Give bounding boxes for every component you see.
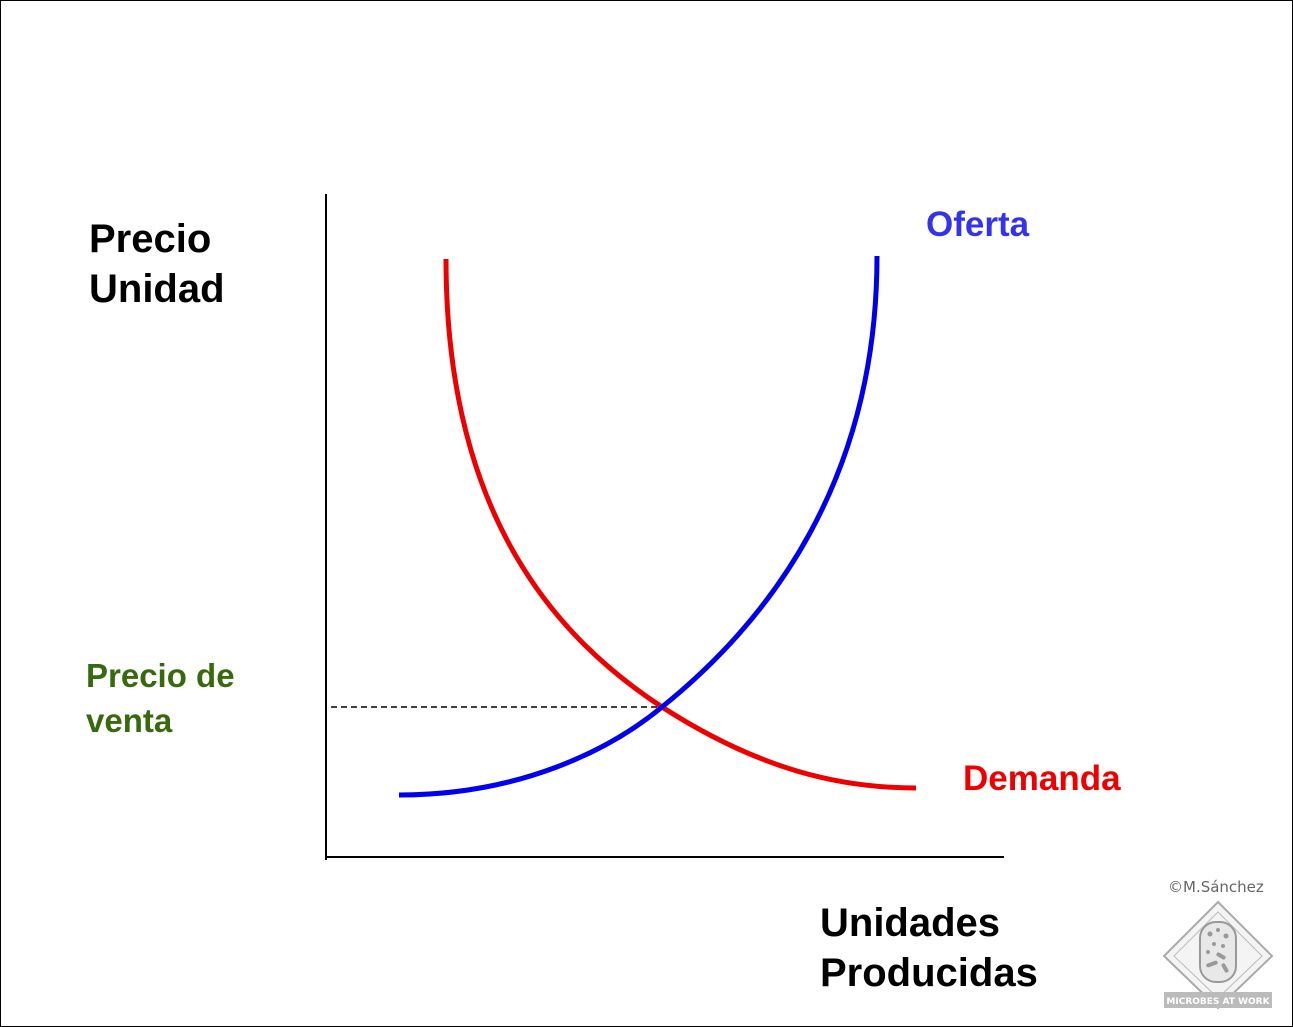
microbes-at-work-logo: MICROBES AT WORK xyxy=(1162,900,1274,1010)
x-axis-label-line2: Producidas xyxy=(820,951,1038,995)
y-axis-label: Precio Unidad xyxy=(89,214,225,314)
y-axis-label-line2: Unidad xyxy=(89,267,225,311)
selling-price-label-line2: venta xyxy=(86,701,173,739)
copyright-text: ©M.Sánchez xyxy=(1168,878,1264,896)
logo-text: MICROBES AT WORK xyxy=(1166,997,1270,1007)
selling-price-label: Precio de venta xyxy=(86,654,235,743)
selling-price-label-line1: Precio de xyxy=(86,657,235,694)
x-axis-label-line1: Unidades xyxy=(820,901,1001,945)
demand-curve xyxy=(443,258,917,791)
supply-curve-label: Oferta xyxy=(926,205,1030,244)
supply-curve xyxy=(398,255,880,798)
demand-curve-label: Demanda xyxy=(963,759,1121,798)
y-axis-label-line1: Precio xyxy=(89,217,212,261)
x-axis-label: Unidades Producidas xyxy=(820,898,1038,998)
